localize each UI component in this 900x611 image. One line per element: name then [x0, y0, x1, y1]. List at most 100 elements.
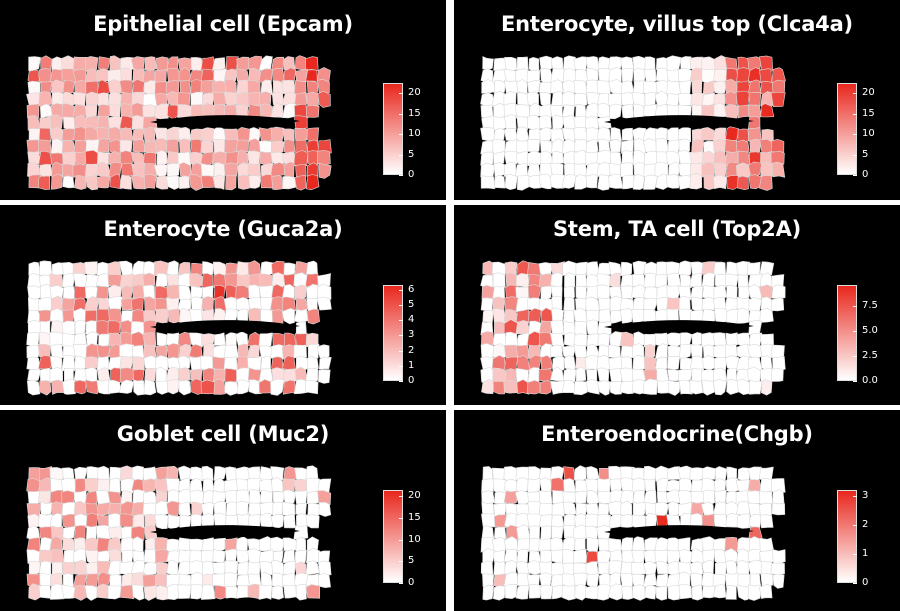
tissue-cell	[550, 79, 564, 95]
tissue-cell	[72, 91, 86, 107]
tissue-cell	[270, 378, 285, 396]
tissue-cell	[49, 583, 65, 600]
tissue-cell	[166, 560, 179, 576]
tissue-cell	[305, 104, 320, 118]
tissue-cell	[596, 367, 610, 383]
legend-gradient	[837, 285, 857, 381]
tissue-cell	[516, 174, 530, 191]
tissue-cell	[654, 332, 669, 348]
legend-tick-label: 5.0	[862, 325, 878, 336]
tissue-cell	[27, 273, 42, 288]
tissue-cell	[293, 115, 308, 131]
tissue-cell	[270, 513, 284, 530]
tissue-cell	[259, 174, 274, 189]
tissue-cell	[667, 561, 680, 576]
legend-tick-mark	[853, 306, 857, 307]
legend-tick-label: 10	[862, 128, 875, 140]
tissue-cell	[701, 466, 716, 481]
legend-tick-label: 20	[408, 490, 421, 502]
tissue-cell	[212, 356, 226, 371]
tissue-cell	[304, 380, 319, 395]
tissue-cell	[563, 478, 577, 493]
tissue-cell	[527, 79, 541, 94]
tissue-cell	[154, 500, 169, 517]
tissue-cell	[26, 92, 41, 107]
tissue-cell	[620, 162, 634, 178]
tissue-cell	[574, 174, 588, 190]
tissue-cell	[586, 537, 600, 554]
tissue-cell	[26, 356, 41, 371]
tissue-map	[26, 260, 332, 396]
tissue-cell	[736, 308, 750, 324]
tissue-cell	[585, 550, 599, 564]
tissue-cell	[143, 585, 158, 601]
tissue-cell	[153, 164, 168, 178]
tissue-cell	[95, 524, 111, 540]
tissue-cell	[749, 138, 762, 154]
tissue-cell	[190, 104, 204, 118]
tissue-cell	[597, 262, 612, 276]
lumen-gap	[604, 525, 754, 538]
tissue-cell	[679, 379, 693, 395]
tissue-cell	[480, 175, 496, 190]
tissue-cell	[84, 104, 98, 119]
tissue-cell	[574, 583, 588, 601]
tissue-cell	[714, 273, 728, 288]
tissue-cell	[248, 175, 262, 189]
tissue-cell	[247, 307, 261, 323]
tissue-cell	[202, 261, 215, 276]
tissue-cell	[575, 273, 588, 288]
tissue-cell	[504, 584, 518, 600]
tissue-cell	[283, 466, 297, 481]
tissue-cell	[177, 584, 192, 599]
tissue-cell	[27, 490, 41, 505]
tissue-cell	[573, 465, 587, 482]
tissue-cell	[620, 261, 633, 276]
legend-gradient	[837, 83, 857, 175]
tissue-cell	[223, 162, 238, 179]
tissue-cell	[747, 584, 762, 601]
tissue-cell	[482, 56, 494, 70]
tissue-cell	[107, 560, 123, 577]
legend-tick-label: 7.5	[862, 300, 878, 311]
tissue-cell	[526, 91, 539, 107]
panel-title: Epithelial cell (Epcam)	[93, 12, 353, 36]
tissue-cell	[305, 56, 319, 72]
tissue-cell	[271, 309, 284, 324]
tissue-cell	[271, 585, 284, 600]
tissue-cell	[550, 272, 563, 288]
tissue-cell	[654, 343, 668, 359]
tissue-cell	[480, 151, 494, 167]
tissue-cell	[527, 477, 541, 494]
panel-title: Enteroendocrine(Chgb)	[541, 422, 813, 446]
tissue-cell	[305, 69, 318, 82]
tissue-cell	[666, 174, 681, 189]
tissue-cell	[504, 114, 517, 131]
tissue-cell	[61, 320, 76, 335]
tissue-cell	[760, 103, 775, 118]
tissue-cell	[178, 502, 191, 518]
tissue-cell	[736, 67, 751, 84]
tissue-cell	[85, 512, 98, 529]
tissue-cell	[131, 584, 145, 601]
tissue-cell	[156, 332, 168, 347]
legend-tick-mark	[399, 381, 403, 382]
tissue-cell	[655, 67, 669, 83]
tissue-cell	[317, 573, 331, 589]
lumen-gap	[150, 320, 300, 333]
tissue-cell	[758, 175, 773, 191]
legend-tick-mark	[399, 134, 403, 136]
tissue-cell	[200, 584, 216, 600]
legend-gradient	[837, 490, 857, 583]
tissue-cell	[38, 584, 52, 599]
tissue-cell	[632, 174, 645, 190]
tissue-cell	[503, 91, 517, 106]
tissue-cell	[563, 355, 576, 371]
tissue-cell	[609, 310, 622, 324]
tissue-cell	[84, 490, 99, 505]
tissue-cell	[166, 67, 181, 83]
tissue-cell	[85, 379, 100, 395]
tissue-cell	[482, 573, 495, 589]
legend-tick-label: 0	[408, 577, 415, 588]
legend-tick-label: 2	[862, 518, 869, 530]
